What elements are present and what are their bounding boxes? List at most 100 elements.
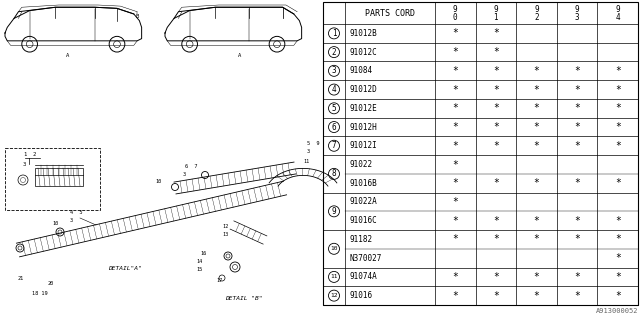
Text: 3: 3 [70,218,73,223]
Text: *: * [493,66,499,76]
Text: *: * [574,272,580,282]
Text: *: * [574,178,580,188]
Text: 0: 0 [453,12,458,21]
Text: A: A [67,53,70,58]
Text: DETAIL "B": DETAIL "B" [225,296,262,301]
Text: 6: 6 [332,123,336,132]
Text: *: * [452,141,458,151]
Text: 91084: 91084 [349,66,372,75]
Text: *: * [493,28,499,38]
Text: 9: 9 [493,4,498,13]
Text: *: * [493,84,499,95]
Text: 14: 14 [196,259,202,264]
Text: *: * [534,66,540,76]
Text: 13: 13 [222,232,228,237]
Text: 12: 12 [222,224,228,229]
Text: 91012C: 91012C [349,48,377,57]
Text: PARTS CORD: PARTS CORD [365,9,415,18]
Text: 91182: 91182 [349,235,372,244]
Text: 91012D: 91012D [349,85,377,94]
Text: 12: 12 [330,293,338,298]
Text: *: * [574,103,580,113]
Text: 91012E: 91012E [349,104,377,113]
Text: 9: 9 [332,207,336,216]
Text: 6  7: 6 7 [185,164,198,169]
Text: 91012H: 91012H [349,123,377,132]
Text: 91074A: 91074A [349,272,377,281]
Text: A: A [238,53,242,58]
Text: *: * [493,122,499,132]
Text: *: * [452,84,458,95]
Text: 5: 5 [332,104,336,113]
Text: *: * [534,235,540,244]
Text: 15: 15 [196,267,202,272]
Bar [323,2,638,305]
Text: *: * [534,178,540,188]
Text: 1: 1 [493,12,498,21]
Text: 4: 4 [332,85,336,94]
Text: 91016: 91016 [349,291,372,300]
Text: 9: 9 [616,4,620,13]
Text: *: * [615,235,621,244]
Text: 91016B: 91016B [349,179,377,188]
Text: *: * [574,84,580,95]
Text: *: * [534,122,540,132]
Text: 21: 21 [18,276,24,281]
Text: *: * [534,84,540,95]
Text: 18 19: 18 19 [32,291,47,296]
Text: *: * [534,291,540,300]
Text: *: * [574,66,580,76]
Text: *: * [615,216,621,226]
Text: *: * [452,178,458,188]
Text: *: * [615,122,621,132]
Text: *: * [493,141,499,151]
Text: *: * [452,103,458,113]
Text: 7: 7 [332,141,336,150]
Text: *: * [534,103,540,113]
Text: *: * [452,291,458,300]
Text: *: * [534,216,540,226]
Text: *: * [493,272,499,282]
Text: *: * [615,272,621,282]
Text: *: * [615,66,621,76]
Text: *: * [452,122,458,132]
Text: 91012B: 91012B [349,29,377,38]
Text: *: * [615,84,621,95]
Text: 11: 11 [330,274,338,279]
Text: 4: 4 [616,12,620,21]
Text: *: * [615,291,621,300]
Text: *: * [534,141,540,151]
Text: 2: 2 [534,12,539,21]
Text: *: * [452,197,458,207]
Text: 8: 8 [332,169,336,178]
Text: 91022: 91022 [349,160,372,169]
Text: 2: 2 [332,48,336,57]
Text: 10: 10 [155,179,161,184]
Text: *: * [493,178,499,188]
Text: *: * [493,47,499,57]
Text: *: * [493,103,499,113]
Text: 3: 3 [575,12,579,21]
Text: *: * [452,28,458,38]
Bar [35,168,83,186]
Text: *: * [574,141,580,151]
Text: 3: 3 [332,66,336,75]
Text: *: * [574,216,580,226]
Text: 1: 1 [332,29,336,38]
Text: *: * [615,141,621,151]
Text: *: * [534,272,540,282]
Text: *: * [452,235,458,244]
Text: 17: 17 [216,278,222,283]
Text: 1: 1 [23,152,26,157]
Bar [5,148,100,210]
Text: N370027: N370027 [349,254,381,263]
Text: 16: 16 [200,251,206,256]
Text: *: * [615,253,621,263]
Text: *: * [452,272,458,282]
Text: 11: 11 [303,159,309,164]
Text: *: * [493,216,499,226]
Text: 9: 9 [575,4,579,13]
Text: *: * [574,122,580,132]
Text: *: * [452,47,458,57]
Text: 9: 9 [534,4,539,13]
